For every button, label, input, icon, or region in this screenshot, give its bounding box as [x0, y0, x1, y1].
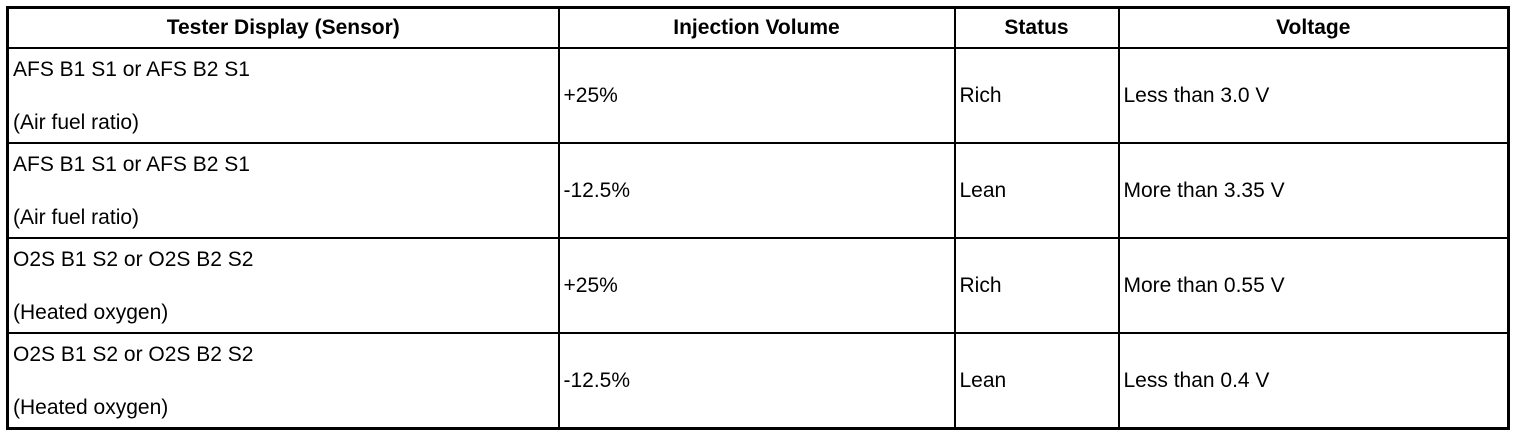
sensor-name: O2S B1 S2 or O2S B2 S2: [13, 342, 254, 366]
sensor-voltage-table: Tester Display (Sensor) Injection Volume…: [6, 6, 1510, 430]
sensor-type: (Air fuel ratio): [13, 205, 140, 229]
table-row: O2S B1 S2 or O2S B2 S2 (Heated oxygen) +…: [6, 237, 1510, 334]
sensor-name: AFS B1 S1 or AFS B2 S1: [13, 152, 250, 176]
voltage-cell: Less than 3.0 V: [1117, 47, 1510, 144]
sensor-type: (Air fuel ratio): [13, 110, 140, 134]
sensor-name: O2S B1 S2 or O2S B2 S2: [13, 247, 254, 271]
table-header-row: Tester Display (Sensor) Injection Volume…: [6, 6, 1510, 49]
status-cell: Lean: [953, 332, 1120, 430]
voltage-cell: More than 0.55 V: [1117, 237, 1510, 334]
header-tester-display: Tester Display (Sensor): [6, 6, 560, 49]
header-status: Status: [953, 6, 1120, 49]
header-injection-volume: Injection Volume: [557, 6, 956, 49]
status-cell: Rich: [953, 237, 1120, 334]
sensor-name: AFS B1 S1 or AFS B2 S1: [13, 57, 250, 81]
sensor-cell: AFS B1 S1 or AFS B2 S1 (Air fuel ratio): [6, 47, 560, 144]
header-voltage: Voltage: [1117, 6, 1510, 49]
sensor-type: (Heated oxygen): [13, 300, 169, 324]
sensor-type: (Heated oxygen): [13, 395, 169, 419]
status-cell: Lean: [953, 142, 1120, 239]
injection-volume-cell: -12.5%: [557, 332, 956, 430]
voltage-cell: More than 3.35 V: [1117, 142, 1510, 239]
sensor-cell: O2S B1 S2 or O2S B2 S2 (Heated oxygen): [6, 332, 560, 430]
voltage-cell: Less than 0.4 V: [1117, 332, 1510, 430]
injection-volume-cell: -12.5%: [557, 142, 956, 239]
status-cell: Rich: [953, 47, 1120, 144]
injection-volume-cell: +25%: [557, 237, 956, 334]
sensor-cell: O2S B1 S2 or O2S B2 S2 (Heated oxygen): [6, 237, 560, 334]
table-row: AFS B1 S1 or AFS B2 S1 (Air fuel ratio) …: [6, 47, 1510, 144]
table-row: O2S B1 S2 or O2S B2 S2 (Heated oxygen) -…: [6, 332, 1510, 430]
injection-volume-cell: +25%: [557, 47, 956, 144]
sensor-cell: AFS B1 S1 or AFS B2 S1 (Air fuel ratio): [6, 142, 560, 239]
table-row: AFS B1 S1 or AFS B2 S1 (Air fuel ratio) …: [6, 142, 1510, 239]
